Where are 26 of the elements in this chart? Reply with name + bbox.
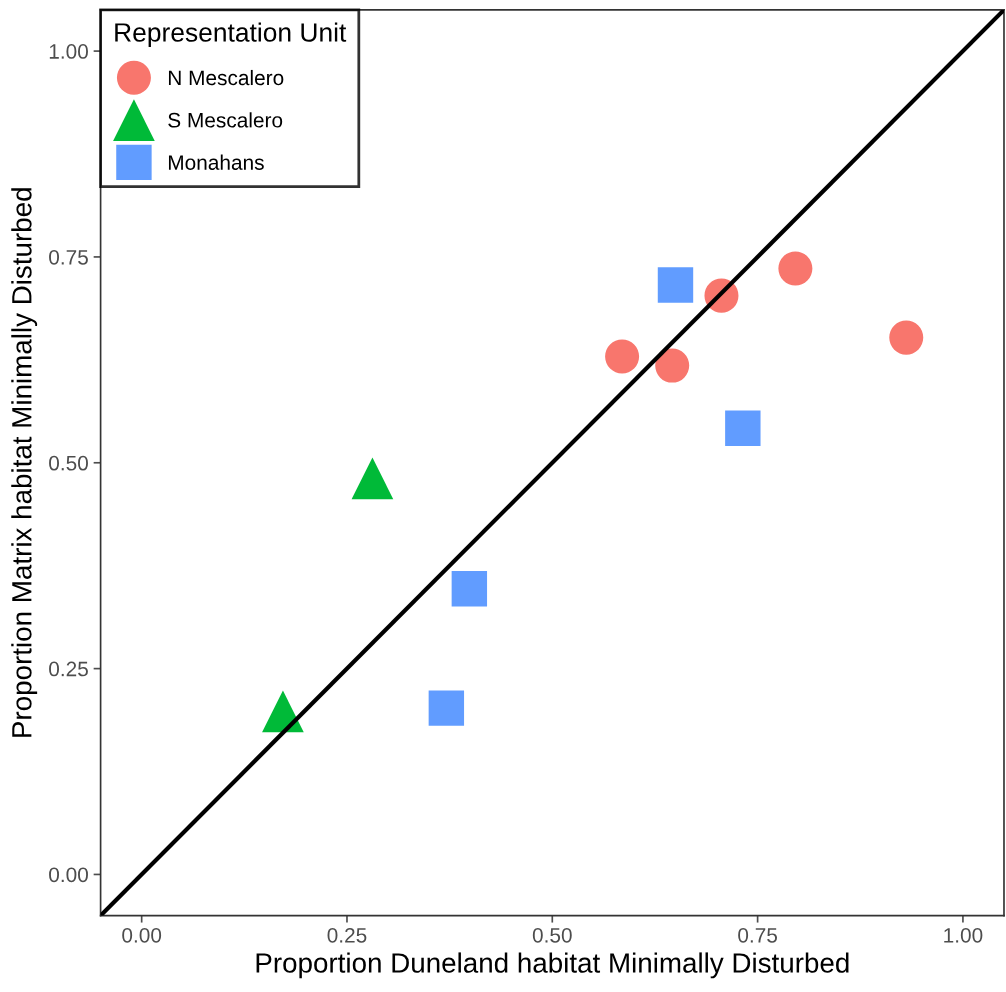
x-tick-label: 0.50 bbox=[532, 927, 572, 943]
y-tick-label: 0.50 bbox=[49, 455, 88, 471]
point bbox=[725, 410, 761, 446]
legend-label: S Mescalero bbox=[168, 112, 283, 128]
x-tick-label: 1.00 bbox=[944, 927, 983, 943]
y-tick-label: 1.00 bbox=[49, 44, 88, 59]
point bbox=[451, 571, 488, 607]
y-tick-label: 0.00 bbox=[49, 867, 88, 883]
legend-label: Monahans bbox=[168, 154, 264, 170]
point bbox=[262, 690, 304, 733]
point bbox=[605, 339, 640, 374]
x-tick-label: 0.25 bbox=[327, 927, 367, 943]
point bbox=[889, 320, 924, 355]
x-axis-title: Proportion Duneland habitat Minimally Disturbed bbox=[256, 952, 849, 979]
point bbox=[351, 457, 394, 500]
legend-title: Representation Unit bbox=[115, 22, 347, 48]
point bbox=[655, 348, 690, 383]
point bbox=[778, 251, 813, 286]
y-axis-title: Proportion Matrix habitat Minimally Disturbed bbox=[11, 188, 38, 737]
legend-label: N Mescalero bbox=[168, 69, 284, 86]
point bbox=[428, 690, 465, 726]
x-tick-label: 0.00 bbox=[122, 927, 162, 943]
y-tick-label: 0.25 bbox=[49, 661, 88, 677]
x-tick-label: 0.75 bbox=[738, 927, 778, 943]
point bbox=[657, 267, 694, 303]
y-tick-label: 0.75 bbox=[49, 249, 88, 265]
